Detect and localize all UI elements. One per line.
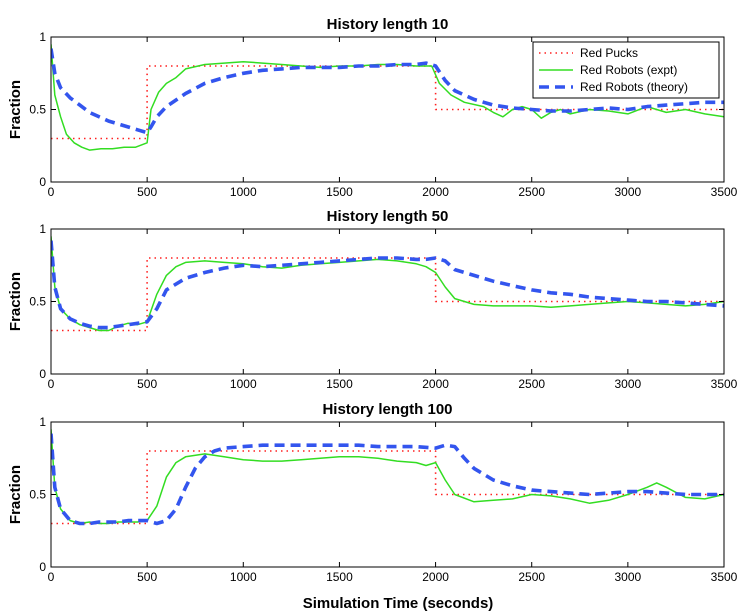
- y-tick-label: 0: [39, 367, 46, 381]
- y-axis-label: Fraction: [7, 272, 24, 331]
- x-tick-label: 1500: [326, 570, 353, 584]
- x-tick-label: 2500: [518, 570, 545, 584]
- y-tick-label: 1: [39, 415, 46, 429]
- series-line-expt: [51, 429, 724, 525]
- x-tick-label: 2500: [518, 185, 545, 199]
- x-tick-label: 3000: [615, 570, 642, 584]
- y-tick-label: 0.5: [29, 103, 46, 117]
- chart-panel-1: History length 10 Fraction 0 500 1000 1500 200…: [7, 16, 738, 199]
- x-tick-label: 3000: [615, 185, 642, 199]
- x-tick-label: 1000: [230, 377, 257, 391]
- y-tick-label: 0: [39, 560, 46, 574]
- y-tick-label: 0.5: [29, 488, 46, 502]
- legend-label-theory: Red Robots (theory): [580, 80, 688, 94]
- y-axis-label: Fraction: [7, 465, 24, 524]
- x-tick-label: 0: [48, 377, 55, 391]
- x-tick-label: 2000: [422, 377, 449, 391]
- x-tick-label: 2000: [422, 185, 449, 199]
- x-tick-label: 3000: [615, 377, 642, 391]
- panel-title: History length 50: [327, 208, 449, 225]
- x-tick-label: 3500: [711, 570, 738, 584]
- legend-label-pucks: Red Pucks: [580, 46, 638, 60]
- chart-panel-2: History length 50 Fraction 0 500 1000 1500 200…: [7, 208, 738, 391]
- x-tick-label: 500: [137, 570, 157, 584]
- x-tick-label: 1000: [230, 185, 257, 199]
- x-axis-label: Simulation Time (seconds): [303, 595, 494, 612]
- y-tick-label: 1: [39, 222, 46, 236]
- x-tick-label: 500: [137, 185, 157, 199]
- x-tick-label: 2000: [422, 570, 449, 584]
- series-line-theory: [51, 433, 724, 526]
- y-tick-label: 0.5: [29, 295, 46, 309]
- series-line-pucks: [51, 257, 724, 332]
- x-tick-label: 2500: [518, 377, 545, 391]
- x-tick-label: 0: [48, 185, 55, 199]
- chart-panel-3: History length 100 Fraction 0 500 1000 1500 20…: [7, 401, 738, 584]
- x-tick-label: 0: [48, 570, 55, 584]
- legend-label-expt: Red Robots (expt): [580, 63, 677, 77]
- x-tick-label: 1000: [230, 570, 257, 584]
- x-tick-label: 3500: [711, 377, 738, 391]
- x-tick-label: 1500: [326, 377, 353, 391]
- panel-title: History length 100: [322, 401, 452, 418]
- legend: Red Pucks Red Robots (expt) Red Robots (th…: [532, 41, 720, 99]
- panel-title: History length 10: [327, 16, 449, 33]
- y-axis-label: Fraction: [7, 80, 24, 139]
- x-tick-label: 3500: [711, 185, 738, 199]
- x-tick-label: 1500: [326, 185, 353, 199]
- series-line-expt: [51, 236, 724, 332]
- y-tick-label: 1: [39, 30, 46, 44]
- series-line-theory: [51, 240, 724, 330]
- x-tick-label: 500: [137, 377, 157, 391]
- series-line-theory: [51, 48, 724, 135]
- y-tick-label: 0: [39, 175, 46, 189]
